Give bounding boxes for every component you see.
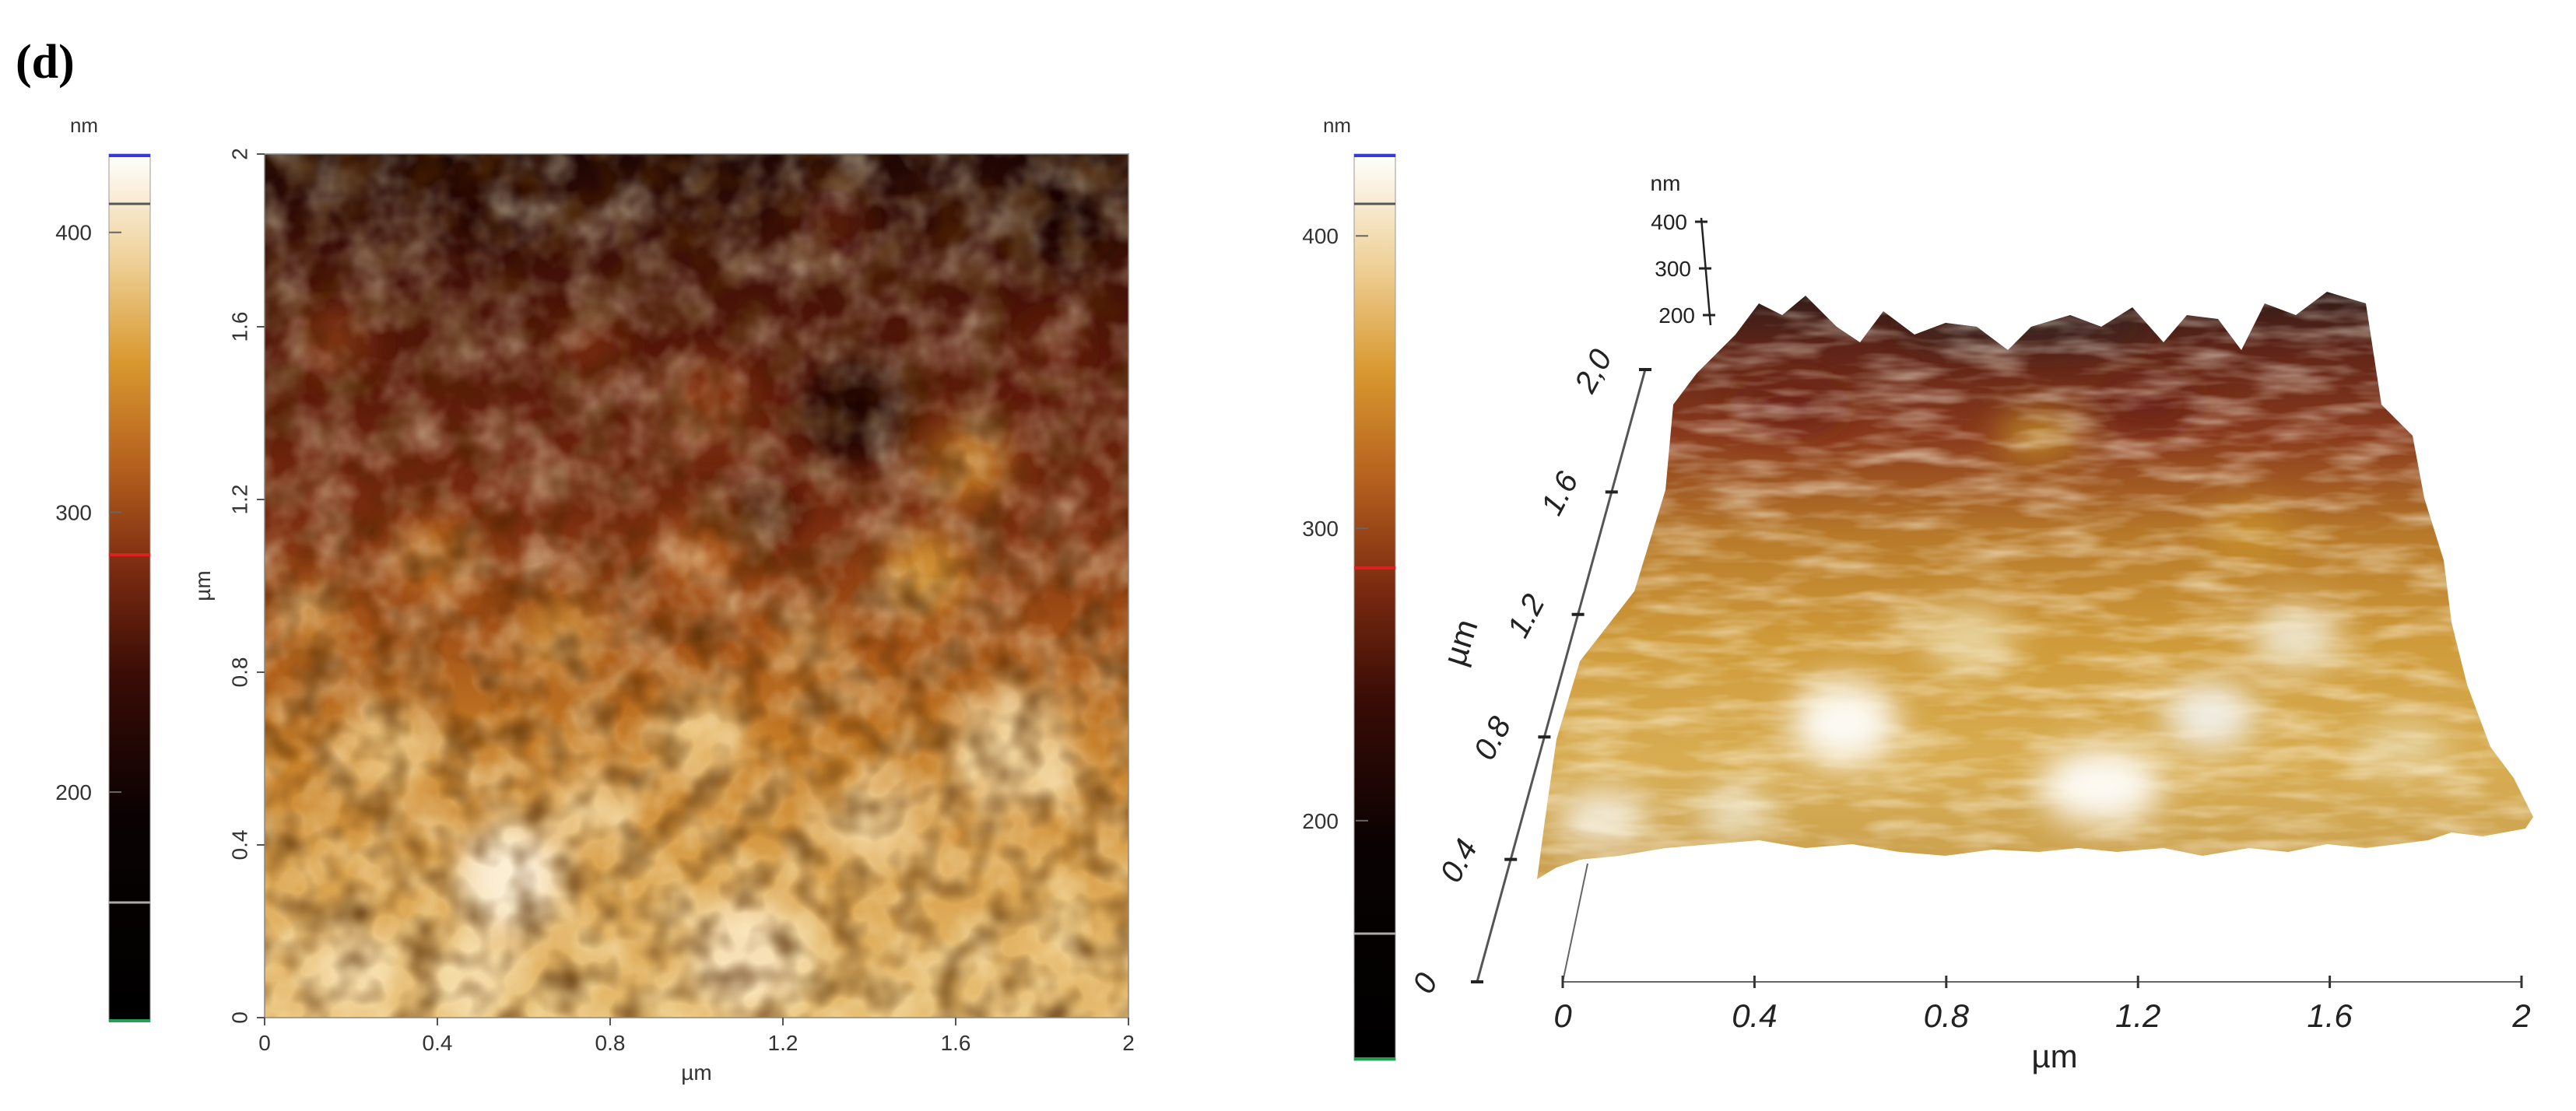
afm-3d-z-tick-label: 300	[1655, 257, 1691, 281]
afm-3d-x-tick-label: 2	[2511, 997, 2530, 1034]
panel-label: (d)	[16, 36, 75, 89]
afm-3d-z-axis-unit: nm	[1651, 171, 1681, 195]
afm-2d-y-tick-label: 1.6	[227, 312, 251, 342]
afm-2d-y-tick-label: 0.4	[227, 830, 251, 860]
afm-2d-panel: 0 0.4 0.8 1.2 1.6 2 0 0.4 0.8 1.2 1.6 2 µm µm	[191, 148, 1135, 1085]
right-colorbar: nm 400 300 200	[1302, 114, 1396, 1061]
afm-3d-z-axis: nm 400 300 200	[1651, 171, 1715, 328]
afm-3d-z-tick-label: 200	[1658, 303, 1695, 328]
afm-2d-y-tick-label: 0	[227, 1011, 251, 1024]
afm-2d-x-tick-label: 0.4	[423, 1031, 453, 1055]
left-colorbar-scale	[108, 153, 151, 1022]
afm-3d-x-tick-label: 0.8	[1924, 997, 1970, 1034]
afm-3d-y-tick-label: 0.8	[1467, 711, 1518, 766]
afm-2d-x-tick-label: 0.8	[595, 1031, 626, 1055]
afm-3d-x-axis: 0 0.4 0.8 1.2 1.6 2 µm	[1553, 976, 2531, 1074]
afm-3d-x-tick-label: 1.6	[2307, 997, 2353, 1034]
afm-2d-x-axis-label: µm	[681, 1060, 711, 1085]
afm-3d-y-tick-label: 1.2	[1501, 589, 1552, 643]
left-colorbar-tick-label: 400	[55, 221, 92, 245]
left-colorbar-tick-label: 300	[55, 500, 92, 524]
afm-3d-y-tick-label: 1.6	[1535, 466, 1585, 520]
afm-2d-frame	[264, 153, 1129, 1018]
afm-2d-x-axis: 0 0.4 0.8 1.2 1.6 2	[258, 1018, 1135, 1055]
afm-3d-y-tick-label: 0	[1406, 968, 1444, 999]
afm-3d-y-tick-label: 0.4	[1434, 834, 1484, 888]
afm-2d-height-map	[265, 154, 1128, 1022]
afm-2d-y-tick-label: 1.2	[227, 485, 251, 515]
afm-3d-x-tick-label: 0	[1553, 997, 1572, 1034]
afm-3d-y-tick-label: 2,0	[1568, 344, 1619, 399]
left-colorbar-ticks: 400 300 200	[55, 221, 121, 804]
right-colorbar-ticks: 400 300 200	[1302, 224, 1368, 833]
afm-3d-surface	[1537, 292, 2533, 879]
afm-2d-y-tick-label: 2	[227, 148, 251, 160]
right-colorbar-tick-label: 300	[1302, 517, 1339, 541]
afm-3d-base-left-edge	[1562, 863, 1588, 983]
afm-3d-x-axis-label: µm	[2031, 1038, 2077, 1074]
afm-2d-y-axis: 0 0.4 0.8 1.2 1.6 2	[227, 148, 265, 1024]
afm-3d-panel: nm 400 300 200 0 0.4 0.8 1.2 1.6 2,0 µm 0 0.4 0.8…	[1406, 171, 2533, 1074]
afm-2d-y-axis-label: µm	[191, 570, 215, 601]
afm-2d-x-tick-label: 2	[1122, 1031, 1135, 1055]
afm-2d-y-tick-label: 0.8	[227, 657, 251, 688]
left-colorbar-unit: nm	[70, 114, 98, 137]
left-colorbar: nm 400 300 200	[55, 114, 151, 1022]
right-colorbar-tick-label: 400	[1302, 224, 1339, 248]
left-colorbar-tick-label: 200	[55, 780, 92, 804]
afm-3d-y-axis-label: µm	[1436, 615, 1485, 670]
right-colorbar-unit: nm	[1323, 114, 1351, 137]
afm-2d-x-tick-label: 0	[258, 1031, 271, 1055]
afm-2d-x-tick-label: 1.6	[941, 1031, 971, 1055]
afm-3d-x-tick-label: 0.4	[1732, 997, 1777, 1034]
afm-2d-x-tick-label: 1.2	[768, 1031, 798, 1055]
right-colorbar-tick-label: 200	[1302, 809, 1339, 833]
right-colorbar-scale	[1353, 153, 1396, 1061]
afm-3d-z-tick-label: 400	[1651, 210, 1687, 234]
afm-3d-x-tick-label: 1.2	[2115, 997, 2160, 1034]
